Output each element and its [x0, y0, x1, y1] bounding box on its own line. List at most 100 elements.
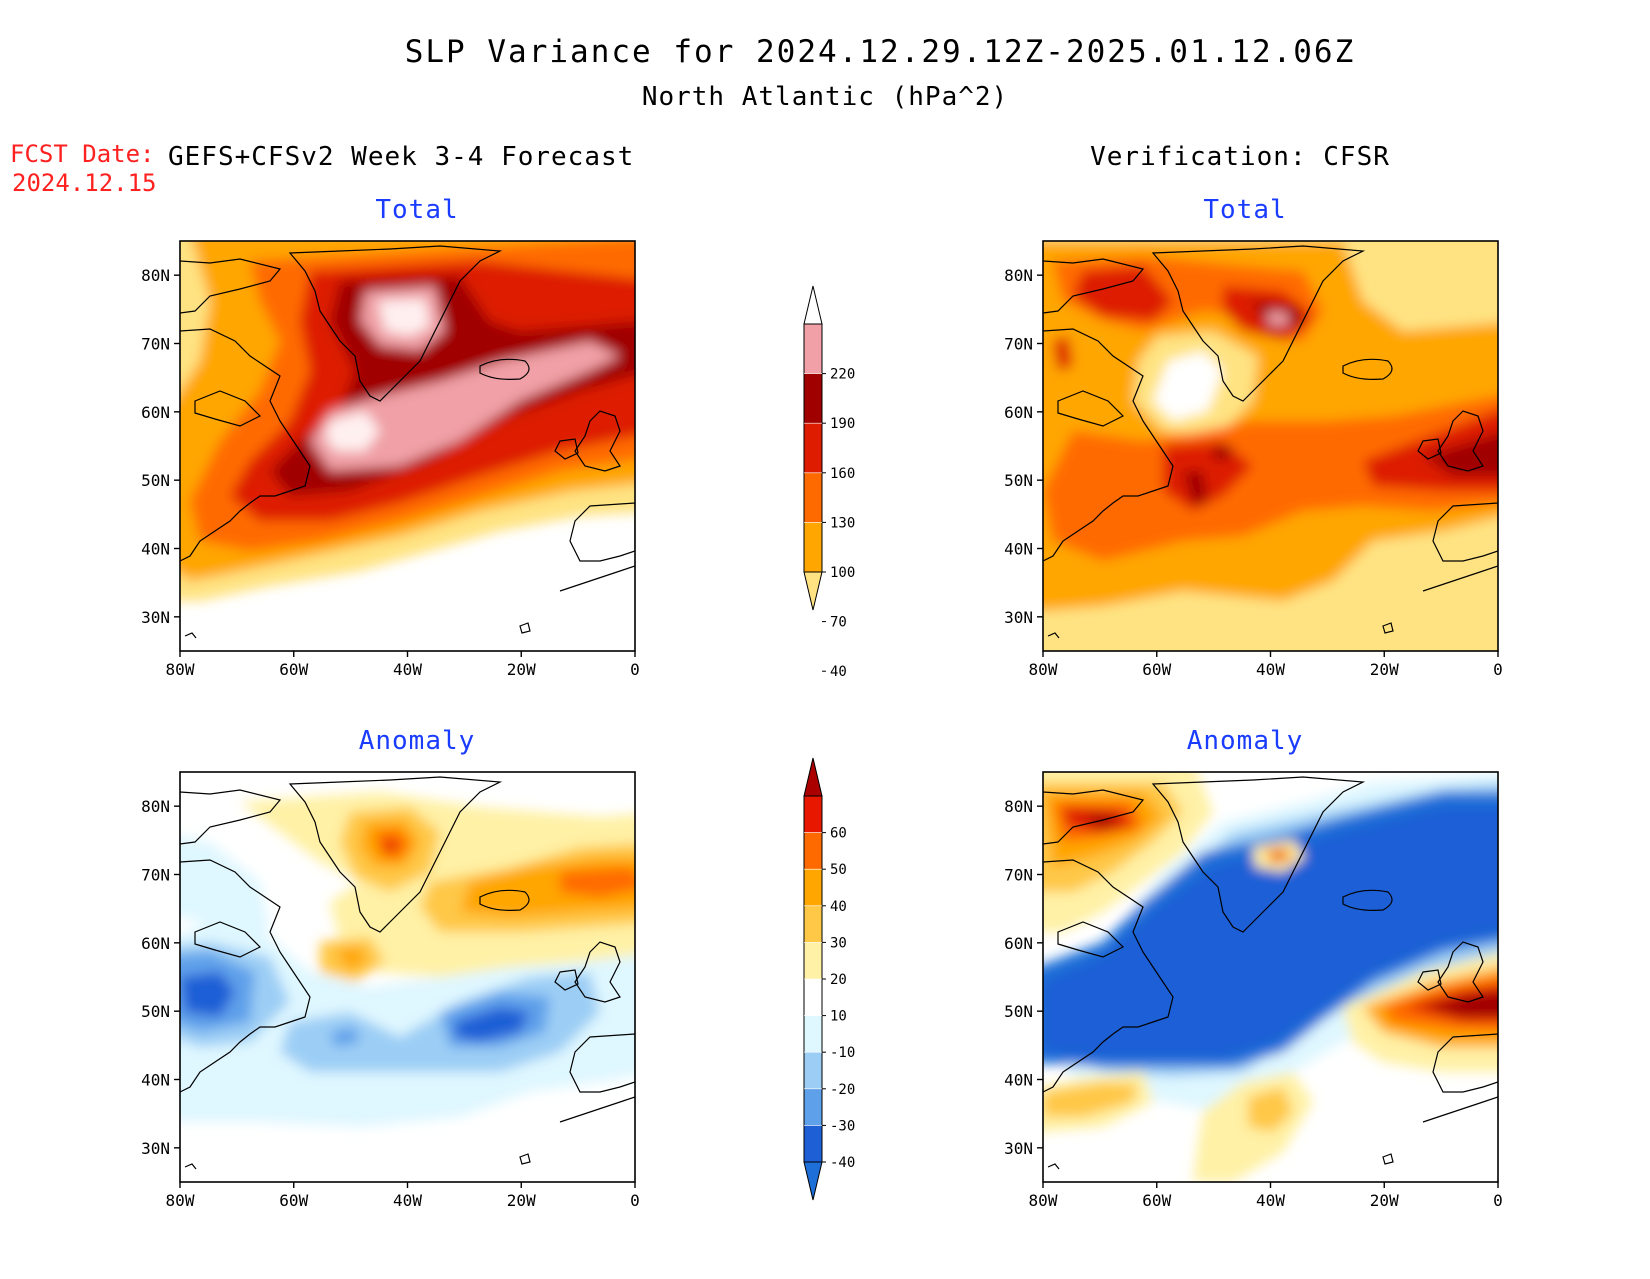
- contour-fill-verif-anomaly: [1043, 772, 1498, 1182]
- panel-label-fcst-total: Total: [375, 195, 458, 225]
- colorbar-segment: [804, 324, 822, 374]
- fcst-date-value: 2024.12.15: [12, 169, 157, 197]
- colorbar-bottom-triangle: [803, 571, 823, 611]
- colorbar-total: 220 190 160 130 100 70 40: [803, 285, 855, 680]
- lon-tick-label: 60W: [1142, 660, 1171, 679]
- right-column-title: Verification: CFSR: [1090, 142, 1390, 172]
- lat-tick-label: 30N: [141, 608, 170, 627]
- panel-label-verif-anomaly: Anomaly: [1187, 726, 1304, 756]
- lat-tick-label: 50N: [141, 1002, 170, 1021]
- colorbar-tick-label: 160: [830, 466, 855, 482]
- colorbar-tick-label: -40: [830, 1155, 855, 1171]
- lon-tick-label: 60W: [279, 660, 308, 679]
- fcst-date-label: FCST Date:: [10, 140, 155, 168]
- lon-tick-label: 20W: [1370, 660, 1399, 679]
- colorbar-segment: [804, 373, 822, 424]
- lon-tick-label: 0: [1493, 1191, 1503, 1210]
- lon-tick-label: 60W: [1142, 1191, 1171, 1210]
- lon-tick-label: 80W: [166, 1191, 195, 1210]
- colorbar-segment: [804, 832, 822, 870]
- colorbar-tick-label: 60: [830, 826, 847, 842]
- colorbar-top-triangle: [803, 285, 823, 325]
- colorbar-tick-label: 70: [830, 615, 847, 631]
- colorbar-segment: [804, 472, 822, 523]
- colorbar-segment: [804, 522, 822, 572]
- colorbar-anomaly: 60 50 40 30 20 10 -10 -20 -30 -40: [803, 757, 855, 1201]
- lon-tick-label: 80W: [1029, 1191, 1058, 1210]
- lon-tick-label: 20W: [1370, 1191, 1399, 1210]
- colorbar-bottom-triangle: [803, 1161, 823, 1201]
- lat-tick-label: 70N: [1004, 866, 1033, 885]
- lon-tick-label: 60W: [279, 1191, 308, 1210]
- lat-tick-label: 40N: [141, 1071, 170, 1090]
- lon-tick-label: 40W: [393, 1191, 422, 1210]
- lon-tick-label: 20W: [507, 1191, 536, 1210]
- left-column-title: GEFS+CFSv2 Week 3-4 Forecast: [168, 142, 634, 172]
- lat-tick-label: 40N: [1004, 540, 1033, 559]
- colorbar-tick-label: 30: [830, 935, 847, 951]
- lat-tick-label: 30N: [1004, 1139, 1033, 1158]
- colorbar-segment: [804, 423, 822, 473]
- lat-tick-label: 80N: [141, 266, 170, 285]
- panel-label-verif-total: Total: [1203, 195, 1286, 225]
- colorbar-tick-label: -30: [830, 1118, 855, 1134]
- lon-tick-label: 0: [630, 1191, 640, 1210]
- axes: 80W 60W 40W 20W 0 80N 70N 60N 50N 40N 30N 80W 60W 40W…: [141, 266, 1503, 1210]
- colorbar-segment: [804, 1015, 822, 1053]
- colorbar-tick-label: 130: [830, 515, 855, 531]
- colorbar-tick-label: 100: [830, 565, 855, 581]
- colorbar-tick-label: 20: [830, 972, 847, 988]
- contour-fill-fcst-total: [180, 241, 635, 601]
- lat-tick-label: 70N: [1004, 335, 1033, 354]
- axes-fcst_anom: 80W 60W 40W 20W 0 80N 70N 60N 50N 40N 30N: [141, 797, 640, 1210]
- map-verif-total: [1042, 240, 1499, 652]
- colorbar-tick-label: 40: [830, 899, 847, 915]
- lat-tick-label: 40N: [1004, 1071, 1033, 1090]
- map-fcst-total: [179, 240, 636, 652]
- lat-tick-label: 70N: [141, 335, 170, 354]
- colorbar-segment: [804, 796, 822, 833]
- lat-tick-label: 30N: [1004, 608, 1033, 627]
- lat-tick-label: 60N: [1004, 403, 1033, 422]
- colorbar-segment: [804, 1125, 822, 1162]
- lon-tick-label: 80W: [166, 660, 195, 679]
- lon-tick-label: 40W: [1256, 660, 1285, 679]
- figure-subtitle: North Atlantic (hPa^2): [642, 82, 1008, 112]
- axes-fcst_total: 80W 60W 40W 20W 0 80N 70N 60N 50N 40N 30N: [141, 266, 640, 679]
- colorbar-segment: [804, 869, 822, 906]
- lat-tick-label: 50N: [1004, 471, 1033, 490]
- lat-tick-label: 40N: [141, 540, 170, 559]
- colorbar-tick-label: 10: [830, 1009, 847, 1025]
- panel-label-fcst-anomaly: Anomaly: [359, 726, 476, 756]
- colorbar-segment: [804, 1052, 822, 1089]
- lat-tick-label: 70N: [141, 866, 170, 885]
- lon-tick-label: 20W: [507, 660, 536, 679]
- lon-tick-label: 40W: [1256, 1191, 1285, 1210]
- colorbar-tick-label: -20: [830, 1082, 855, 1098]
- lat-tick-label: 50N: [1004, 1002, 1033, 1021]
- lon-tick-label: 0: [1493, 660, 1503, 679]
- axes-verif_total: 80W 60W 40W 20W 0 80N 70N 60N 50N 40N 30N: [1004, 266, 1503, 679]
- colorbar-tick-label: 190: [830, 416, 855, 432]
- colorbar-tick-label: -10: [830, 1045, 855, 1061]
- lat-tick-label: 30N: [141, 1139, 170, 1158]
- figure-title: SLP Variance for 2024.12.29.12Z-2025.01.…: [405, 34, 1356, 70]
- lat-tick-label: 80N: [1004, 266, 1033, 285]
- lon-tick-label: 40W: [393, 660, 422, 679]
- lat-tick-label: 80N: [1004, 797, 1033, 816]
- colorbar-segment: [804, 905, 822, 943]
- colorbar-top-triangle: [803, 757, 823, 797]
- colorbar-tick-label: 50: [830, 862, 847, 878]
- colorbar-segment: [804, 942, 822, 979]
- lat-tick-label: 60N: [141, 934, 170, 953]
- contour-fill-verif-total: [1043, 241, 1498, 651]
- lon-tick-label: 0: [630, 660, 640, 679]
- map-verif-anomaly: [1042, 771, 1499, 1183]
- axes-verif_anom: 80W 60W 40W 20W 0 80N 70N 60N 50N 40N 30N: [1004, 797, 1503, 1210]
- colorbar-segment: [804, 979, 822, 1016]
- map-fcst-anomaly: [179, 771, 636, 1183]
- lat-tick-label: 60N: [141, 403, 170, 422]
- lat-tick-label: 60N: [1004, 934, 1033, 953]
- colorbar-tick-label: 220: [830, 367, 855, 383]
